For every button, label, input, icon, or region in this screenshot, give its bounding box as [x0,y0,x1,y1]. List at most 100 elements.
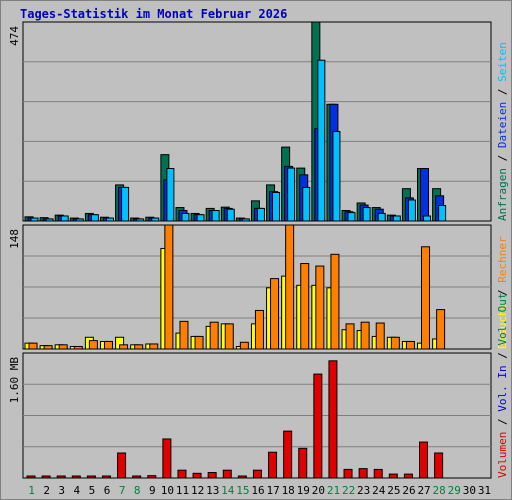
rechner-bar-21 [330,253,340,350]
rechner-bar-17 [270,278,280,350]
seiten-bar-23 [362,207,371,222]
seiten-bar-22 [347,212,356,222]
seiten-bar-15 [241,218,250,222]
volumen-bar-10 [162,438,172,479]
seiten-bar-13 [211,210,220,222]
rechner-bar-1 [28,342,38,350]
x-tick-label-5: 5 [89,484,96,497]
volumen-bar-16 [252,469,262,479]
volumen-bar-8 [132,475,142,479]
volumen-bar-9 [147,475,157,479]
volumen-bar-23 [358,468,368,479]
seiten-bar-27 [423,215,432,222]
volumen-bar-11 [177,469,187,479]
x-tick-label-30: 30 [463,484,476,497]
rechner-bar-2 [43,345,53,350]
volumen-bar-22 [343,468,353,479]
x-tick-label-7: 7 [119,484,126,497]
legend-entry-anfragen: Anfragen [496,168,509,221]
rechner-bar-25 [390,336,400,350]
volumen-bar-12 [192,472,202,479]
rechner-bar-19 [300,263,310,350]
x-tick-label-3: 3 [58,484,65,497]
rechner-bar-13 [209,321,219,350]
x-tick-label-8: 8 [134,484,141,497]
x-tick-label-6: 6 [104,484,111,497]
rechner-bar-18 [285,224,295,350]
seiten-bar-12 [196,214,205,222]
volumen-bar-1 [26,475,36,479]
x-tick-label-27: 27 [417,484,430,497]
rechner-bar-14 [224,323,234,350]
seiten-bar-14 [226,208,235,222]
volumen-bar-2 [41,475,51,479]
x-tick-label-20: 20 [312,484,325,497]
legend-separator: / [496,283,509,303]
x-tick-label-17: 17 [266,484,279,497]
volumen-bar-17 [268,451,278,479]
panel-1-plot-area [22,21,492,222]
seiten-bar-5 [90,214,99,222]
chart-title: Tages-Statistik im Monat Februar 2026 [20,7,288,21]
x-tick-label-13: 13 [206,484,219,497]
volumen-bar-25 [388,473,398,479]
seiten-bar-17 [272,191,281,222]
rechner-bar-23 [360,321,370,350]
volumen-bar-4 [71,475,81,479]
volumen-bar-5 [86,475,96,479]
x-tick-label-22: 22 [342,484,355,497]
panel-1-ymax-label: 474 [8,26,21,46]
seiten-bar-24 [377,212,386,222]
x-tick-label-21: 21 [327,484,340,497]
volumen-bar-18 [283,430,293,479]
seiten-bar-8 [136,218,145,222]
x-tick-label-31: 31 [478,484,491,497]
legend-entry-rechner: Rechner [496,236,509,283]
legend-separator: / [496,346,509,366]
rechner-bar-7 [119,344,129,350]
legend-entry-dateien: Dateien [496,102,509,148]
rechner-bar-28 [436,309,446,350]
rechner-bar-16 [254,309,264,350]
seiten-bar-20 [317,59,326,222]
legend-entry-vol-in: Vol. In [496,365,509,411]
rechner-bar-20 [315,265,325,350]
seiten-bar-11 [181,212,190,222]
x-tick-label-28: 28 [433,484,446,497]
volumen-bar-21 [328,360,338,479]
seiten-bar-7 [121,186,130,222]
panel-1-legend: Anfragen / Dateien / Seiten [496,42,509,221]
seiten-bar-19 [302,186,311,222]
volumen-bar-7 [117,452,127,479]
rechner-bar-26 [405,340,415,350]
panel-3-ymax-label: 1.60 MB [8,357,21,404]
legend-separator: / [496,82,509,102]
seiten-bar-26 [407,199,416,222]
volumen-bar-27 [419,441,429,479]
volumen-bar-24 [373,468,383,479]
x-tick-label-14: 14 [221,484,235,497]
x-tick-label-16: 16 [251,484,264,497]
seiten-bar-4 [75,218,84,222]
x-tick-label-23: 23 [357,484,370,497]
volumen-bar-28 [434,452,444,479]
seiten-bar-1 [30,217,39,222]
volumen-bar-14 [222,469,232,479]
seiten-bar-6 [105,217,114,222]
legend-separator: / [496,148,509,168]
x-tick-label-4: 4 [74,484,81,497]
dateien-bar-27 [420,168,430,222]
x-tick-label-1: 1 [28,484,35,497]
rechner-bar-15 [239,341,249,350]
x-tick-label-18: 18 [282,484,295,497]
rechner-bar-22 [345,323,355,350]
seiten-bar-18 [287,167,296,222]
panel-2-ymax-label: 148 [8,229,21,249]
x-tick-label-24: 24 [372,484,386,497]
seiten-bar-2 [45,218,54,222]
volumen-bar-6 [101,475,111,479]
x-tick-label-11: 11 [176,484,189,497]
rechner-bar-12 [194,335,204,350]
x-tick-label-9: 9 [149,484,156,497]
